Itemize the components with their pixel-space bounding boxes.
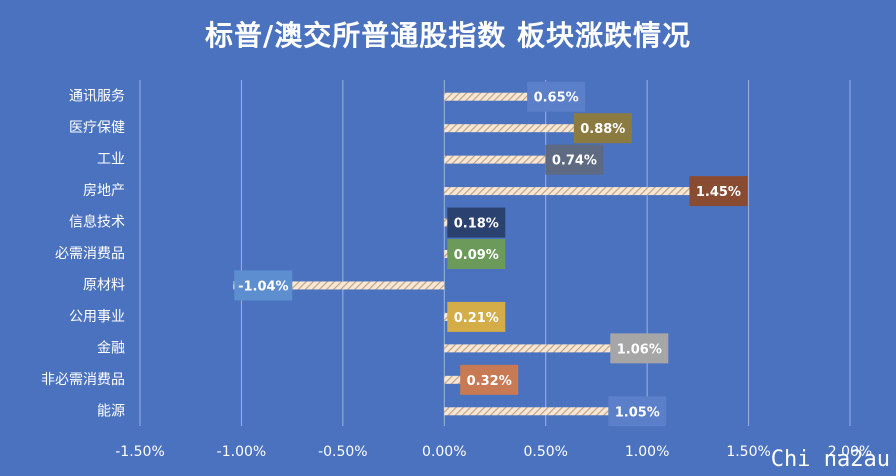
data-label-box: [527, 81, 586, 112]
category-label: 信息技术: [69, 214, 125, 231]
data-label-text: 0.21%: [454, 311, 499, 326]
category-label: 通讯服务: [69, 89, 125, 105]
data-label: 1.45%: [689, 176, 748, 207]
x-tick-label: 0.50%: [523, 444, 567, 460]
bar: [444, 92, 577, 101]
category-label: 医疗保健: [69, 120, 125, 136]
category-label: 原材料: [83, 277, 125, 293]
data-label-box: [447, 207, 506, 238]
category-label: 房地产: [83, 183, 125, 199]
data-label: 0.18%: [447, 207, 506, 238]
data-label-text: 0.18%: [454, 217, 499, 232]
x-tick-label: 1.50%: [726, 444, 770, 460]
data-label-text: -1.04%: [238, 279, 289, 294]
data-label-text: 0.32%: [467, 374, 512, 389]
data-label-box: [447, 239, 506, 269]
data-label-box: [608, 396, 667, 427]
data-label: 0.21%: [447, 301, 506, 332]
data-label-box: [689, 176, 748, 207]
data-label: 0.09%: [447, 239, 506, 269]
data-label-text: 0.74%: [552, 154, 597, 169]
category-label: 金融: [97, 340, 125, 356]
x-tick-label: -1.00%: [217, 444, 267, 460]
bar: [444, 124, 623, 133]
bar: [444, 155, 595, 164]
category-label: 公用事业: [69, 309, 125, 325]
data-label-box: [610, 333, 669, 364]
data-label-box: [460, 364, 519, 395]
data-label-box: [234, 270, 293, 301]
category-label: 工业: [97, 152, 125, 168]
x-tick-label: 0.00%: [422, 444, 466, 460]
data-label: 1.05%: [608, 396, 667, 427]
data-label-text: 0.65%: [534, 91, 579, 106]
x-tick-label: 1.00%: [625, 444, 669, 460]
data-label: 0.88%: [573, 113, 632, 144]
data-label-text: 0.09%: [454, 248, 499, 263]
data-label: -1.04%: [234, 270, 293, 301]
chart-title: 标普/澳交所普通股指数 板块涨跌情况: [205, 19, 691, 52]
x-tick-label: -1.50%: [115, 444, 165, 460]
bar: [444, 407, 658, 416]
category-label: 能源: [97, 403, 125, 419]
data-label-box: [447, 301, 506, 332]
bar: [444, 187, 739, 196]
gridlines: [139, 80, 851, 426]
category-label: 必需消费品: [55, 246, 125, 262]
x-tick-label: -0.50%: [318, 444, 368, 460]
bar: [444, 344, 660, 353]
watermark: Chi na2au: [770, 447, 890, 472]
data-label: 0.32%: [460, 364, 519, 395]
data-label: 0.65%: [527, 81, 586, 112]
data-label-box: [545, 144, 604, 175]
category-label: 非必需消费品: [41, 372, 125, 388]
bar: [233, 281, 445, 290]
data-label-text: 0.88%: [580, 122, 625, 137]
data-label-text: 1.05%: [615, 405, 660, 420]
x-tick-label: 2.00%: [828, 444, 872, 460]
data-label: 1.06%: [610, 333, 669, 364]
data-label: 0.74%: [545, 144, 604, 175]
data-label-box: [573, 113, 632, 144]
x-tick-labels: -1.50% -1.00% -0.50% 0.00% 0.50% 1.00% 1.50% 2.…: [115, 444, 872, 460]
data-label-text: 1.45%: [696, 185, 741, 200]
data-labels: 0.65% 0.88% 0.74% 1.45% 0.18% 0.09% -1.04% 0.21…: [234, 81, 748, 427]
data-label-text: 1.06%: [617, 342, 662, 357]
